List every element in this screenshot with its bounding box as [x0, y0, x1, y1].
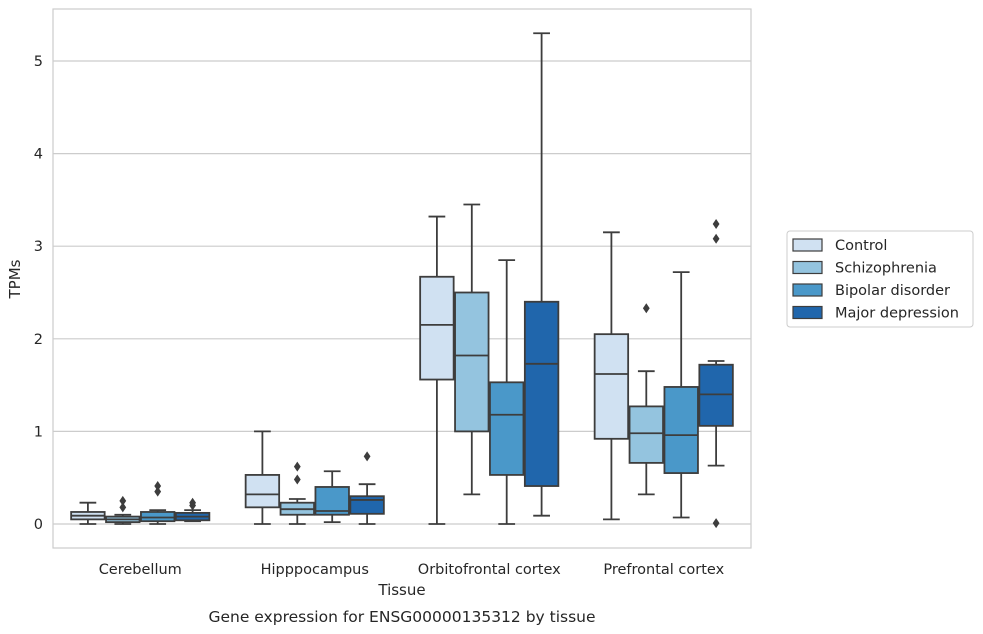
gridlines	[53, 60, 751, 525]
box-1-2	[314, 470, 350, 524]
plot-area-frame	[52, 8, 752, 549]
legend-frame	[786, 230, 974, 328]
legend-item: Major depression	[792, 305, 959, 322]
box-body	[698, 363, 734, 427]
x-tick-label: Cerebellum	[99, 562, 182, 578]
box-body	[140, 511, 176, 523]
outlier-marker	[712, 218, 720, 229]
outlier-marker	[363, 451, 371, 462]
legend-swatch	[792, 238, 823, 252]
box-body	[314, 486, 350, 516]
legend-label: Control	[835, 238, 887, 254]
outlier-marker	[712, 233, 720, 244]
box-0-3	[174, 497, 211, 523]
y-tick-label: 2	[34, 332, 43, 348]
box-body	[244, 474, 281, 509]
box-2-1	[454, 203, 490, 496]
outlier-marker	[293, 474, 301, 485]
legend-swatch	[792, 305, 823, 320]
outlier-marker	[642, 303, 650, 314]
legend-label: Schizophrenia	[835, 261, 937, 277]
outlier-marker	[293, 461, 301, 472]
box-3-0	[593, 231, 630, 521]
box-2-3	[523, 32, 560, 517]
box-0-2	[140, 481, 176, 525]
box-0-0	[70, 501, 106, 525]
box-body	[663, 386, 699, 474]
box-body	[454, 291, 490, 433]
box-body	[419, 275, 455, 381]
outlier-marker	[154, 481, 162, 492]
box-3-3	[698, 218, 734, 529]
y-tick-label: 0	[34, 517, 43, 533]
outlier-marker	[189, 497, 196, 508]
legend-label: Bipolar disorder	[835, 283, 950, 299]
legend-label: Major depression	[835, 306, 959, 322]
y-axis-label: TPMs	[6, 259, 24, 299]
x-axis-label: Tissue	[377, 581, 425, 599]
y-tick-label: 3	[34, 239, 43, 255]
y-tick-labels: 0 1 2 3 4 5	[34, 54, 43, 533]
legend-item: Schizophrenia	[792, 260, 937, 277]
box-body	[593, 333, 630, 440]
legend-item: Bipolar disorder	[792, 283, 950, 299]
box-0-1	[105, 495, 141, 525]
box-1-3	[349, 451, 385, 525]
legend-items: Control Schizophrenia Bipolar disorder Majo…	[792, 238, 959, 322]
box-3-1	[628, 303, 664, 496]
box-1-1	[279, 461, 315, 525]
legend-swatch	[792, 283, 823, 297]
box-body	[523, 300, 560, 487]
y-tick-label: 4	[34, 147, 43, 163]
legend-item: Control	[792, 238, 887, 254]
y-tick-label: 5	[34, 54, 43, 70]
outlier-marker	[712, 518, 720, 529]
x-tick-label: Orbitofrontal cortex	[418, 562, 561, 578]
x-tick-label: Prefrontal cortex	[603, 562, 724, 578]
outlier-marker	[154, 486, 162, 497]
box-body	[489, 381, 525, 476]
y-tick-label: 1	[34, 424, 43, 440]
chart-caption: Gene expression for ENSG00000135312 by t…	[208, 608, 595, 626]
box-2-0	[419, 215, 455, 525]
legend: Control Schizophrenia Bipolar disorder Majo…	[786, 230, 974, 328]
x-tick-label: Hipppocampus	[261, 562, 369, 578]
box-1-0	[244, 430, 281, 525]
x-tick-labels: Cerebellum Hipppocampus Orbitofrontal cort…	[99, 562, 725, 578]
outlier-marker	[119, 495, 127, 506]
boxes	[70, 32, 734, 529]
box-2-2	[489, 259, 525, 525]
legend-swatch	[792, 260, 823, 275]
outlier-marker	[119, 502, 127, 513]
box-body	[349, 495, 385, 515]
box-3-2	[663, 271, 699, 519]
box-body	[628, 405, 664, 464]
